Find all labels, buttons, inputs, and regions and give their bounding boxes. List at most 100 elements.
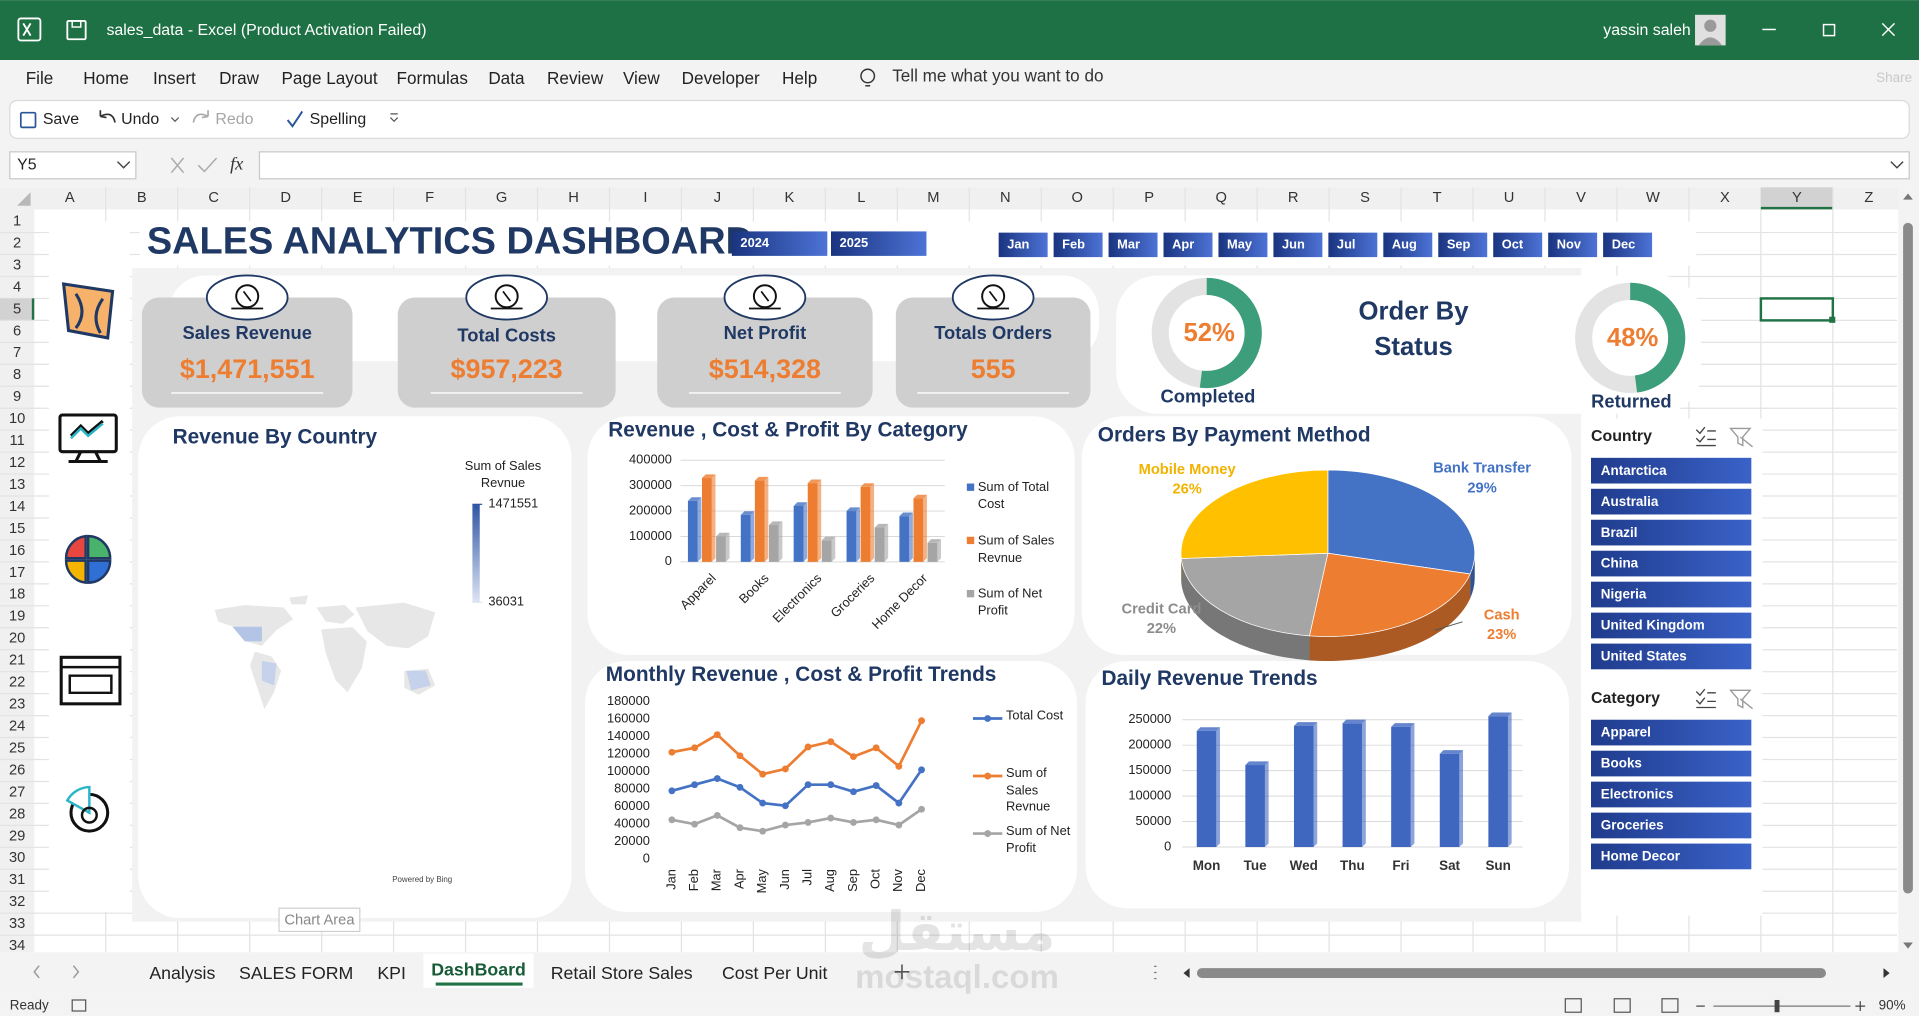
column-header[interactable]: M <box>927 190 939 206</box>
slicer-item[interactable] <box>1591 719 1752 746</box>
tab-scroll-right[interactable] <box>72 965 80 979</box>
menu-tab[interactable]: Page Layout <box>281 68 377 88</box>
slicer-item[interactable] <box>1591 750 1752 777</box>
menu-tab[interactable]: Developer <box>682 68 760 88</box>
row-header[interactable]: 27 <box>9 784 25 800</box>
clear-filter-icon[interactable] <box>1729 427 1753 448</box>
column-header[interactable]: J <box>714 190 721 206</box>
hscroll-left[interactable] <box>1183 968 1190 978</box>
row-header[interactable]: 4 <box>13 279 21 295</box>
qat-undo[interactable]: Undo <box>121 111 159 128</box>
row-header[interactable]: 31 <box>9 872 25 888</box>
row-header[interactable]: 26 <box>9 762 25 778</box>
slicer-item[interactable] <box>1591 812 1752 839</box>
row-header[interactable]: 1 <box>13 213 21 229</box>
sheet-tab[interactable]: SALES FORM <box>239 963 353 983</box>
column-header[interactable]: I <box>643 190 647 206</box>
multi-select-icon[interactable] <box>1695 426 1716 447</box>
sheet-tab[interactable]: DashBoard <box>431 959 526 979</box>
qat-save[interactable]: Save <box>43 111 79 128</box>
slicer-item[interactable] <box>1591 457 1752 484</box>
column-header[interactable]: W <box>1646 190 1660 206</box>
hscroll-right[interactable] <box>1883 968 1890 978</box>
row-header[interactable]: 19 <box>9 609 25 625</box>
vertical-scroll-thumb[interactable] <box>1903 222 1913 894</box>
view-page-layout[interactable] <box>1613 998 1631 1013</box>
month-button[interactable] <box>1548 232 1598 258</box>
column-header[interactable]: N <box>1000 190 1011 206</box>
clear-filter-icon[interactable] <box>1729 689 1753 710</box>
new-sheet-button[interactable] <box>894 964 910 980</box>
column-header[interactable]: L <box>857 190 865 206</box>
row-header[interactable]: 12 <box>9 455 25 471</box>
row-header[interactable]: 24 <box>9 718 25 734</box>
column-header[interactable]: K <box>784 190 794 206</box>
month-button[interactable] <box>1053 232 1103 258</box>
column-header[interactable]: F <box>425 190 434 206</box>
slicer-item[interactable] <box>1591 643 1752 670</box>
row-header[interactable]: 23 <box>9 697 25 713</box>
row-header[interactable]: 17 <box>9 565 25 581</box>
slicer-item[interactable] <box>1591 550 1752 577</box>
menu-tab[interactable]: Home <box>83 68 129 88</box>
month-button[interactable] <box>1438 232 1488 258</box>
row-header[interactable]: 32 <box>9 894 25 910</box>
month-button[interactable] <box>1218 232 1268 258</box>
close-button[interactable] <box>1881 22 1896 37</box>
column-header[interactable]: C <box>208 190 219 206</box>
sheet-tab[interactable]: Analysis <box>149 963 215 983</box>
menu-tab[interactable]: Draw <box>219 68 260 88</box>
month-button[interactable] <box>1383 232 1433 258</box>
menu-tab[interactable]: View <box>623 68 660 88</box>
month-button[interactable] <box>1493 232 1543 258</box>
month-button[interactable] <box>1273 232 1323 258</box>
row-header[interactable]: 28 <box>9 806 25 822</box>
name-box[interactable] <box>9 151 137 180</box>
qat-spelling[interactable]: Spelling <box>310 111 367 128</box>
column-header[interactable]: D <box>280 190 291 206</box>
share-button[interactable]: Share <box>1876 70 1912 85</box>
multi-select-icon[interactable] <box>1695 688 1716 709</box>
row-header[interactable]: 9 <box>13 389 21 405</box>
column-header[interactable]: E <box>353 190 363 206</box>
column-header[interactable]: O <box>1072 190 1083 206</box>
row-header[interactable]: 16 <box>9 543 25 559</box>
formula-input[interactable] <box>258 151 1910 180</box>
row-header[interactable]: 7 <box>13 345 21 361</box>
row-header[interactable]: 22 <box>9 675 25 691</box>
menu-tab[interactable]: Formulas <box>397 68 468 88</box>
row-header[interactable]: 6 <box>13 323 21 339</box>
menu-tab[interactable]: Help <box>782 68 817 88</box>
month-button[interactable] <box>1163 232 1213 258</box>
row-header[interactable]: 20 <box>9 631 25 647</box>
restore-button[interactable] <box>1822 23 1836 37</box>
row-header[interactable]: 10 <box>9 411 25 427</box>
row-header[interactable]: 8 <box>13 367 21 383</box>
qat-customize[interactable] <box>389 113 399 123</box>
zoom-thumb[interactable] <box>1774 999 1780 1013</box>
month-button[interactable] <box>998 232 1048 258</box>
sheet-tab[interactable]: KPI <box>377 963 406 983</box>
menu-tab[interactable]: Data <box>488 68 525 88</box>
column-header[interactable]: G <box>496 190 507 206</box>
month-button[interactable] <box>1603 232 1653 258</box>
row-header[interactable]: 34 <box>9 938 25 954</box>
zoom-level[interactable]: 90% <box>1879 998 1906 1013</box>
zoom-in[interactable] <box>1855 1001 1866 1012</box>
scroll-down[interactable] <box>1903 942 1913 949</box>
column-header[interactable]: U <box>1504 190 1515 206</box>
row-header[interactable]: 21 <box>9 653 25 669</box>
year-button[interactable] <box>830 231 927 256</box>
slicer-item[interactable] <box>1591 519 1752 546</box>
slicer-item[interactable] <box>1591 781 1752 808</box>
menu-tab[interactable]: Review <box>547 68 604 88</box>
tell-me-box[interactable]: Tell me what you want to do <box>892 66 1103 86</box>
column-header[interactable]: B <box>137 190 147 206</box>
horizontal-scroll-thumb[interactable] <box>1196 968 1826 978</box>
row-header[interactable]: 18 <box>9 587 25 603</box>
month-button[interactable] <box>1328 232 1378 258</box>
row-header[interactable]: 33 <box>9 916 25 932</box>
column-header[interactable]: H <box>568 190 579 206</box>
qat-redo[interactable]: Redo <box>215 111 253 128</box>
slicer-item[interactable] <box>1591 488 1752 515</box>
